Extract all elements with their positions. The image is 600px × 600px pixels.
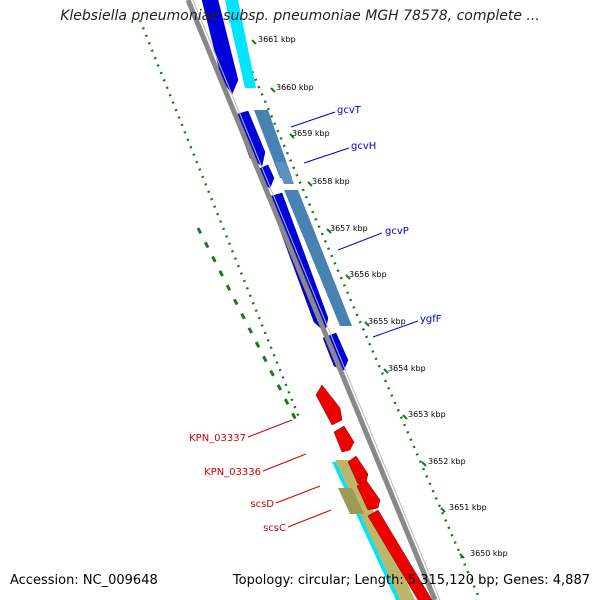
tick-label-3660: 3660 kbp (276, 83, 314, 92)
tick-label-3658: 3658 kbp (312, 177, 350, 186)
cds-gcvT-steelblue[interactable] (254, 110, 292, 178)
gene-label-KPN_03336[interactable]: KPN_03336 (204, 467, 261, 478)
cds-gcvP-steelblue[interactable] (284, 190, 352, 326)
tick-label-3659: 3659 kbp (292, 129, 330, 138)
accession-label: Accession: NC_009648 (10, 573, 158, 588)
tick-label-3657: 3657 kbp (330, 224, 368, 233)
gene-arrow-reverse-5[interactable] (367, 509, 433, 600)
topology-summary: Topology: circular; Length: 5,315,120 bp… (232, 573, 590, 588)
tick-label-3655: 3655 kbp (368, 317, 406, 326)
gene-label-scsC[interactable]: scsC (263, 523, 286, 534)
tick-label-3651: 3651 kbp (449, 503, 487, 512)
tick-label-3654: 3654 kbp (388, 364, 426, 373)
gene-label-ygfF[interactable]: ygfF (420, 314, 442, 325)
gene-label-scsD[interactable]: scsD (250, 499, 274, 510)
gc-skew-ring-left (196, 227, 300, 425)
gene-label-gcvP[interactable]: gcvP (385, 226, 409, 237)
map-title: Klebsiella pneumoniae subsp. pneumoniae … (60, 8, 540, 24)
gene-leaders-left (247, 419, 332, 528)
tick-marks (251, 39, 465, 559)
gene-arrow-reverse-4[interactable] (356, 479, 381, 511)
tick-label-3652: 3652 kbp (428, 457, 466, 466)
gc-content-ring-right (228, 19, 482, 600)
gene-label-gcvH[interactable]: gcvH (351, 141, 376, 152)
tick-label-3650: 3650 kbp (470, 549, 508, 558)
gene-arrow-reverse-1[interactable] (315, 384, 343, 426)
sequence-backbone-shadow (192, 0, 441, 600)
gene-leaders-right (290, 111, 419, 338)
gene-label-KPN_03337[interactable]: KPN_03337 (189, 433, 246, 444)
gene-arrow-reverse-2[interactable] (333, 425, 355, 453)
gene-arrow-forward-1[interactable] (201, 0, 239, 95)
cds-cyan-top[interactable] (225, 0, 256, 88)
tick-label-3653: 3653 kbp (408, 410, 446, 419)
cds-gcvH-steelblue[interactable] (275, 162, 294, 184)
tick-label-3656: 3656 kbp (349, 270, 387, 279)
cds-khaki-dark[interactable] (338, 488, 364, 514)
gene-arrow-reverse-3[interactable] (347, 455, 369, 485)
sequence-backbone (185, 0, 438, 600)
tick-label-3661: 3661 kbp (258, 35, 296, 44)
gene-label-gcvT[interactable]: gcvT (337, 105, 362, 116)
